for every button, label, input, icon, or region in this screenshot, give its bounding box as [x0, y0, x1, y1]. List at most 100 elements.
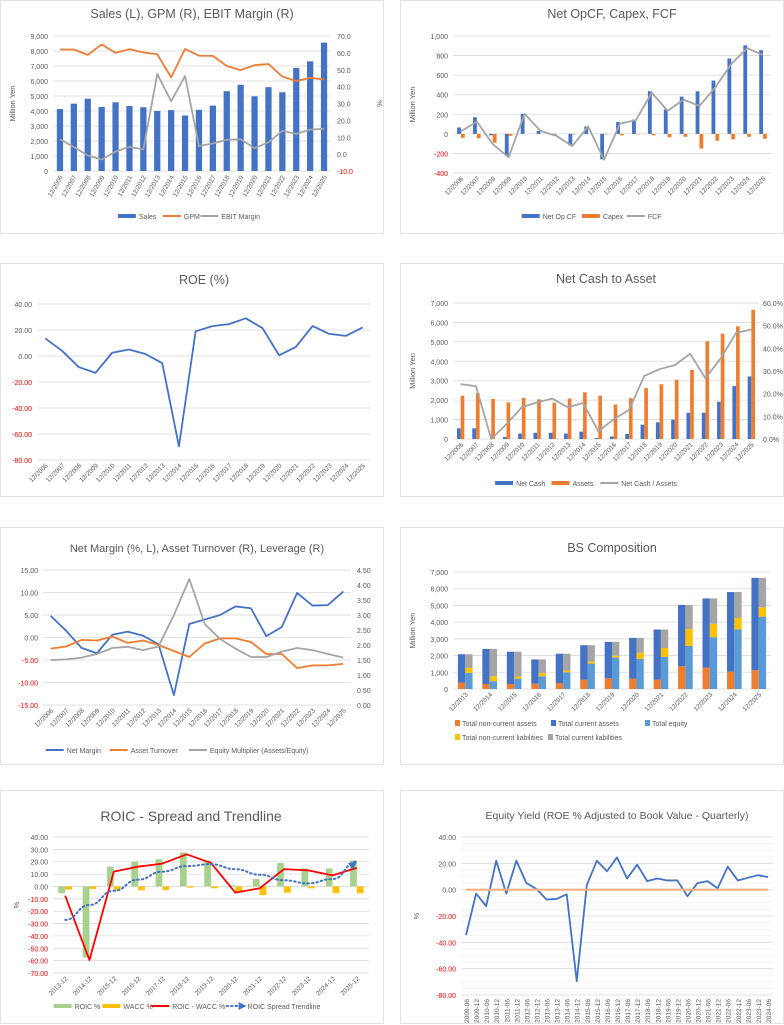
- bar-total-non-current-liabilities: [588, 662, 595, 664]
- legend-swatch: [455, 734, 460, 740]
- legend-label: GPM: [184, 214, 200, 221]
- x-tick-label: 12/2014: [473, 691, 495, 713]
- bar-net-cash: [549, 433, 553, 439]
- y-tick-label: 40.00: [438, 835, 456, 842]
- bar-net-cash: [533, 433, 537, 439]
- x-tick-label: 2025-12: [339, 975, 361, 997]
- x-tick-label: 2020-12: [696, 999, 703, 1023]
- bar-roic: [131, 862, 138, 887]
- legend-label: Sales: [139, 214, 157, 221]
- y2-tick-label: 20.0: [337, 118, 351, 125]
- y-tick-label: -200: [434, 151, 448, 158]
- bar-total-non-current-liabilities: [539, 673, 546, 676]
- legend-swatch: [54, 1004, 72, 1008]
- bar-capex: [477, 134, 481, 138]
- x-tick-label: 2023-06: [746, 999, 753, 1023]
- bar-total-non-current-assets: [703, 668, 710, 689]
- legend-label: Net Op CF: [543, 214, 576, 221]
- bar-total-current-liabilities: [465, 654, 472, 668]
- bar-sales: [265, 87, 271, 171]
- y-tick-label: -70.00: [28, 971, 48, 978]
- y2-tick-label: 50.0%: [763, 324, 783, 331]
- y2-tick-label: 1.50: [357, 658, 371, 665]
- y-tick-label: 2,000: [430, 654, 448, 661]
- bar-roic: [326, 869, 333, 887]
- bar-net-op-cf: [489, 134, 493, 135]
- x-tick-label: 2023-12: [291, 975, 313, 997]
- x-tick-label: 2019-06: [665, 999, 672, 1023]
- x-tick-label: 2024-06: [766, 999, 773, 1023]
- x-tick-label: 2024-12: [315, 975, 337, 997]
- bar-capex: [747, 134, 751, 137]
- x-tick-label: 2020-12: [218, 975, 240, 997]
- legend-label: Net Margin: [67, 748, 101, 755]
- legend-label: ROIC Spread Trendline: [248, 1004, 321, 1011]
- bar-sales: [251, 96, 257, 171]
- y-tick-label: 10.00: [30, 872, 48, 879]
- x-tick-label: 2018-06: [645, 999, 652, 1023]
- x-tick-label: 2016-12: [121, 975, 143, 997]
- y-tick-label: 4,000: [30, 109, 48, 116]
- legend-label: ROIC %: [75, 1004, 101, 1011]
- x-tick-label: 2019-12: [675, 999, 682, 1023]
- bar-total-current-assets: [556, 654, 563, 683]
- bar-assets: [552, 403, 556, 439]
- y-tick-label: 7,000: [430, 570, 448, 577]
- legend-swatch: [582, 214, 600, 218]
- bar-total-non-current-assets: [727, 672, 734, 689]
- bar-total-non-current-assets: [507, 684, 514, 689]
- bar-total-equity: [612, 658, 619, 689]
- y2-tick-label: 2.00: [357, 643, 371, 650]
- bar-total-current-liabilities: [539, 659, 546, 673]
- bar-net-cash: [732, 386, 736, 439]
- bar-total-current-assets: [727, 592, 734, 672]
- y2-tick-label: 0.0%: [763, 437, 779, 444]
- legend-swatch-arrow: [239, 1002, 247, 1010]
- bar-net-op-cf: [743, 45, 747, 134]
- bar-net-op-cf: [696, 91, 700, 134]
- bar-total-non-current-liabilities: [636, 653, 643, 659]
- y2-tick-label: 30.0%: [763, 369, 783, 376]
- x-tick-label: 2017-12: [145, 975, 167, 997]
- y-tick-label: -80.00: [436, 993, 456, 1000]
- bar-total-non-current-assets: [678, 666, 685, 689]
- bar-total-current-assets: [703, 598, 710, 667]
- y-tick-label: 6,000: [430, 320, 448, 327]
- bar-net-op-cf: [505, 134, 509, 156]
- y-axis-label: %: [412, 912, 421, 919]
- y2-tick-label: 10.0%: [763, 414, 783, 421]
- y2-axis-label: %: [375, 100, 384, 107]
- y-tick-label: 2,000: [30, 139, 48, 146]
- y-tick-label: -10.00: [18, 681, 38, 688]
- y-tick-label: 400: [436, 93, 448, 100]
- legend-swatch: [118, 214, 136, 218]
- bar-total-current-assets: [580, 645, 587, 679]
- y2-tick-label: 60.0%: [763, 301, 783, 308]
- bar-wacc: [357, 886, 364, 893]
- y2-tick-label: 3.00: [357, 613, 371, 620]
- x-tick-label: 2015-12: [96, 975, 118, 997]
- bar-total-equity: [490, 681, 497, 689]
- x-tick-label: 12/2015: [497, 691, 519, 713]
- y-tick-label: 1,000: [430, 418, 448, 425]
- y-tick-label: 1,000: [430, 34, 448, 41]
- x-tick-label: 2022-12: [267, 975, 289, 997]
- legend-label: Net Cash / Assets: [621, 481, 677, 488]
- bar-net-cash: [625, 434, 629, 439]
- y-tick-label: 0: [444, 687, 448, 694]
- bar-total-non-current-assets: [654, 680, 661, 689]
- y-tick-label: 6,000: [430, 587, 448, 594]
- legend-label: Assets: [573, 481, 595, 488]
- y2-tick-label: -10.0: [337, 169, 353, 176]
- bar-sales: [112, 102, 118, 171]
- legend-swatch: [495, 481, 513, 485]
- bar-total-equity: [636, 659, 643, 689]
- x-tick-label: 2011-12: [514, 999, 521, 1023]
- y2-tick-label: 30.0: [337, 102, 351, 109]
- x-tick-label: 12/2019: [595, 691, 617, 713]
- bar-assets: [660, 384, 664, 439]
- bar-roic: [58, 886, 65, 893]
- line-equity-multiplier-assets-equity: [51, 579, 344, 660]
- bar-wacc: [162, 886, 169, 890]
- bar-net-cash: [595, 438, 599, 439]
